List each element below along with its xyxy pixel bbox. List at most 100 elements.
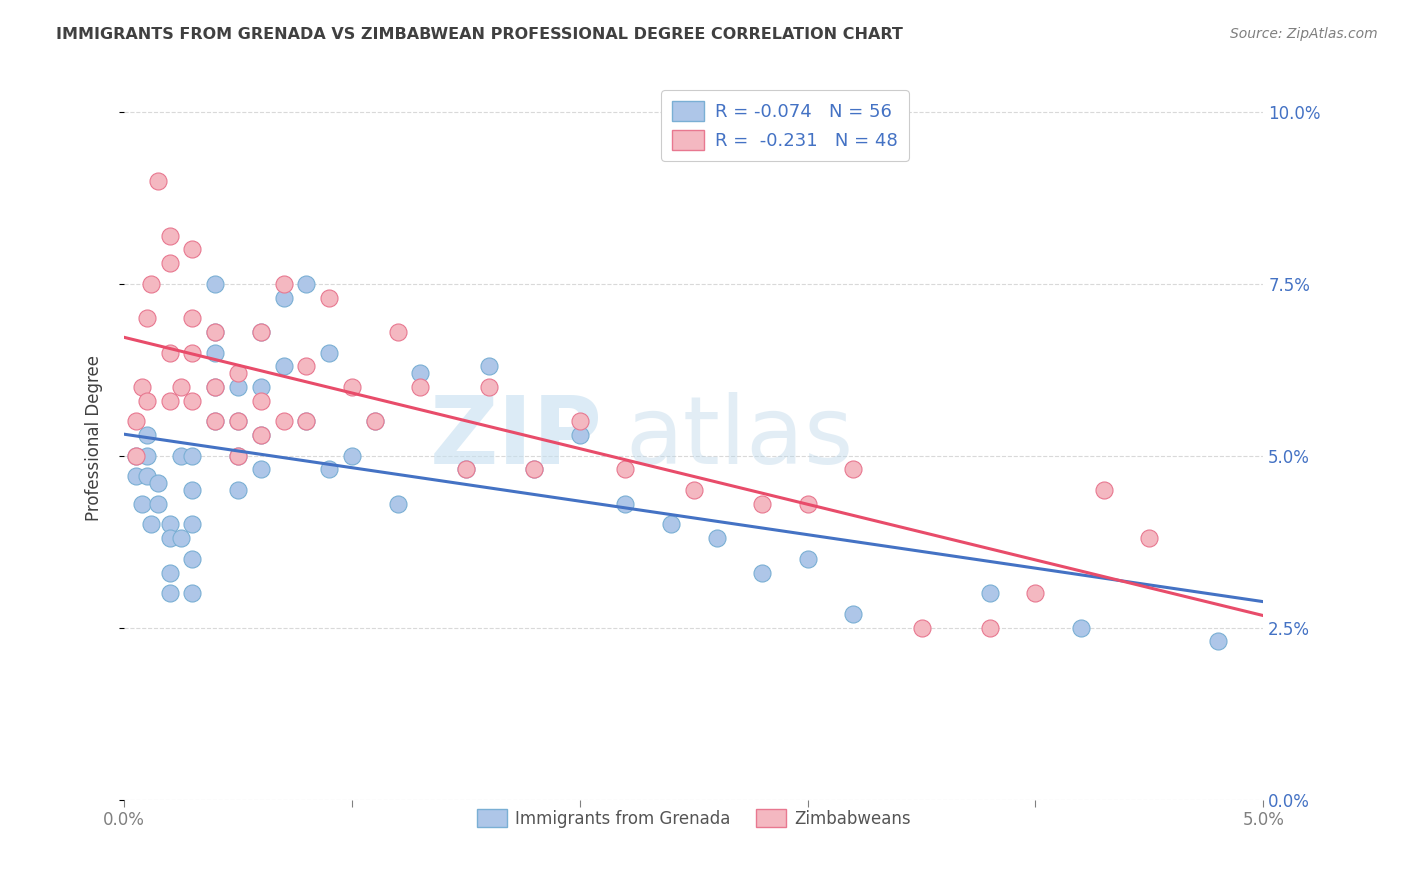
Point [273, 414, 295, 428]
Point [979, 621, 1001, 635]
Point [181, 449, 204, 463]
Point [226, 449, 249, 463]
Point [170, 531, 193, 545]
Point [204, 380, 226, 394]
Point [159, 256, 181, 270]
Point [131, 380, 153, 394]
Point [135, 428, 157, 442]
Point [250, 462, 273, 476]
Point [170, 380, 193, 394]
Point [1139, 531, 1161, 545]
Point [842, 462, 865, 476]
Point [250, 380, 273, 394]
Point [273, 277, 295, 291]
Legend: Immigrants from Grenada, Zimbabweans: Immigrants from Grenada, Zimbabweans [470, 803, 917, 835]
Point [478, 380, 501, 394]
Point [148, 173, 170, 187]
Point [364, 414, 387, 428]
Point [568, 414, 591, 428]
Point [842, 607, 865, 621]
Point [124, 449, 146, 463]
Point [387, 497, 409, 511]
Point [523, 462, 546, 476]
Point [204, 414, 226, 428]
Point [295, 277, 318, 291]
Point [273, 359, 295, 374]
Point [170, 449, 193, 463]
Point [135, 449, 157, 463]
Point [226, 380, 249, 394]
Point [250, 428, 273, 442]
Point [226, 414, 249, 428]
Point [250, 325, 273, 339]
Point [204, 414, 226, 428]
Point [135, 469, 157, 483]
Point [131, 497, 153, 511]
Point [181, 311, 204, 326]
Point [409, 366, 432, 380]
Point [159, 531, 181, 545]
Point [135, 393, 157, 408]
Text: ZIP: ZIP [430, 392, 603, 484]
Point [340, 380, 363, 394]
Point [1024, 586, 1046, 600]
Point [340, 449, 363, 463]
Point [204, 325, 226, 339]
Point [181, 345, 204, 359]
Point [226, 449, 249, 463]
Point [181, 483, 204, 497]
Point [910, 621, 932, 635]
Point [273, 291, 295, 305]
Point [159, 228, 181, 243]
Point [226, 366, 249, 380]
Point [159, 517, 181, 532]
Point [141, 517, 163, 532]
Point [364, 414, 387, 428]
Point [614, 497, 637, 511]
Point [318, 291, 340, 305]
Point [181, 517, 204, 532]
Point [181, 243, 204, 257]
Point [387, 325, 409, 339]
Point [454, 462, 477, 476]
Point [159, 586, 181, 600]
Point [250, 325, 273, 339]
Point [1206, 634, 1229, 648]
Point [148, 497, 170, 511]
Point [204, 380, 226, 394]
Point [295, 359, 318, 374]
Point [295, 414, 318, 428]
Point [796, 551, 818, 566]
Y-axis label: Professional Degree: Professional Degree [86, 356, 103, 522]
Point [409, 380, 432, 394]
Point [318, 345, 340, 359]
Point [159, 393, 181, 408]
Point [181, 586, 204, 600]
Point [659, 517, 682, 532]
Point [159, 345, 181, 359]
Point [751, 566, 773, 580]
Point [124, 414, 146, 428]
Point [148, 476, 170, 491]
Point [979, 586, 1001, 600]
Text: IMMIGRANTS FROM GRENADA VS ZIMBABWEAN PROFESSIONAL DEGREE CORRELATION CHART: IMMIGRANTS FROM GRENADA VS ZIMBABWEAN PR… [56, 27, 903, 42]
Point [226, 414, 249, 428]
Point [1070, 621, 1092, 635]
Point [295, 414, 318, 428]
Point [124, 469, 146, 483]
Point [568, 428, 591, 442]
Point [124, 449, 146, 463]
Point [751, 497, 773, 511]
Point [204, 277, 226, 291]
Point [796, 497, 818, 511]
Point [159, 566, 181, 580]
Point [454, 462, 477, 476]
Text: atlas: atlas [626, 392, 853, 484]
Point [181, 551, 204, 566]
Point [181, 393, 204, 408]
Point [523, 462, 546, 476]
Point [250, 393, 273, 408]
Point [204, 325, 226, 339]
Point [1092, 483, 1115, 497]
Point [204, 345, 226, 359]
